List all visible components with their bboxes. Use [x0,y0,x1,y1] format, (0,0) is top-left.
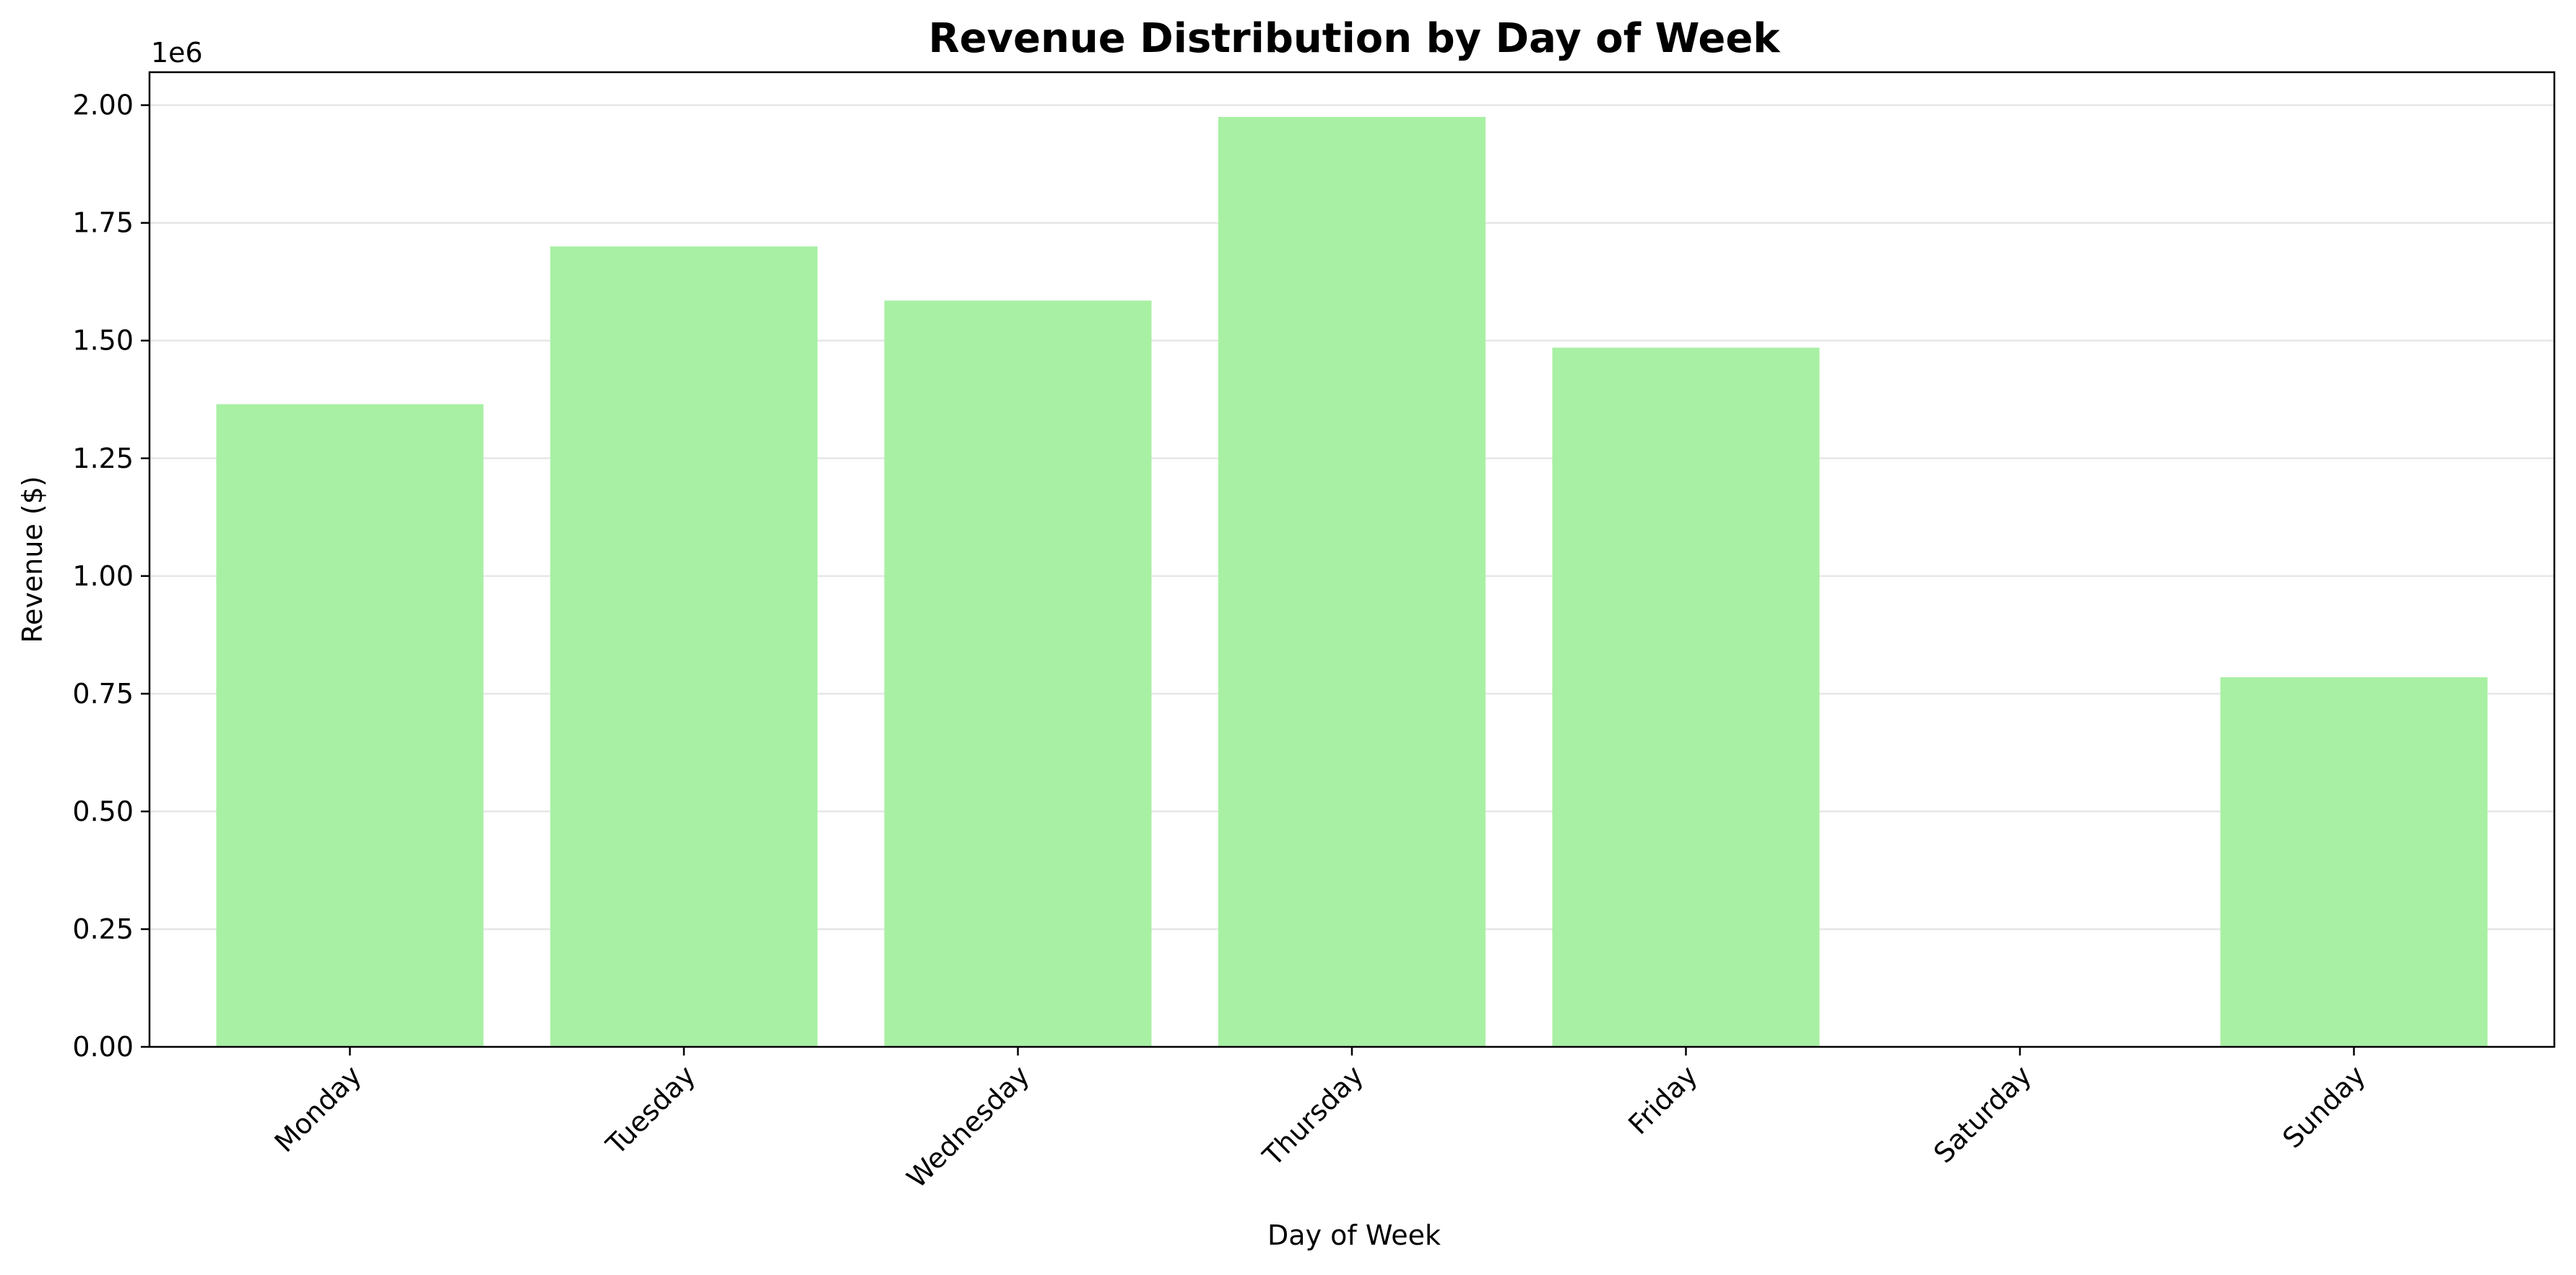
x-axis-label: Day of Week [1267,1219,1441,1251]
bar-monday [216,404,484,1047]
x-axis-ticks: Monday Tuesday Wednesday Thursday Friday Satu… [269,1047,2372,1194]
y-tick-label: 1.75 [72,207,134,239]
y-tick-label: 0.00 [72,1031,134,1063]
x-tick-label-saturday: Saturday [1927,1059,2037,1169]
y-axis-offset-label: 1e6 [151,37,203,69]
y-tick-label: 0.75 [72,678,134,710]
bar-sunday [2220,677,2488,1047]
y-tick-label: 1.50 [72,325,134,357]
y-tick-label: 0.50 [72,796,134,827]
x-tick-label-friday: Friday [1622,1059,1704,1141]
y-tick-label: 1.25 [72,443,134,474]
x-tick-label-sunday: Sunday [2276,1059,2372,1154]
bar-friday [1552,347,1820,1047]
y-axis-label: Revenue ($) [17,476,48,643]
y-axis-ticks: 0.00 0.25 0.50 0.75 1.00 1.25 1.50 1.75 2.00 [72,90,149,1063]
bars [216,116,2488,1048]
chart-title: Revenue Distribution by Day of Week [928,15,1781,62]
x-tick-label-thursday: Thursday [1257,1059,1370,1172]
y-tick-label: 1.00 [72,560,134,592]
y-tick-label: 0.25 [72,913,134,945]
x-tick-label-tuesday: Tuesday [599,1059,701,1161]
bar-thursday [1218,116,1486,1047]
y-tick-label: 2.00 [72,90,134,121]
x-tick-label-monday: Monday [269,1059,368,1158]
bar-wednesday [884,300,1152,1048]
bar-tuesday [550,246,818,1048]
x-tick-label-wednesday: Wednesday [901,1059,1036,1194]
